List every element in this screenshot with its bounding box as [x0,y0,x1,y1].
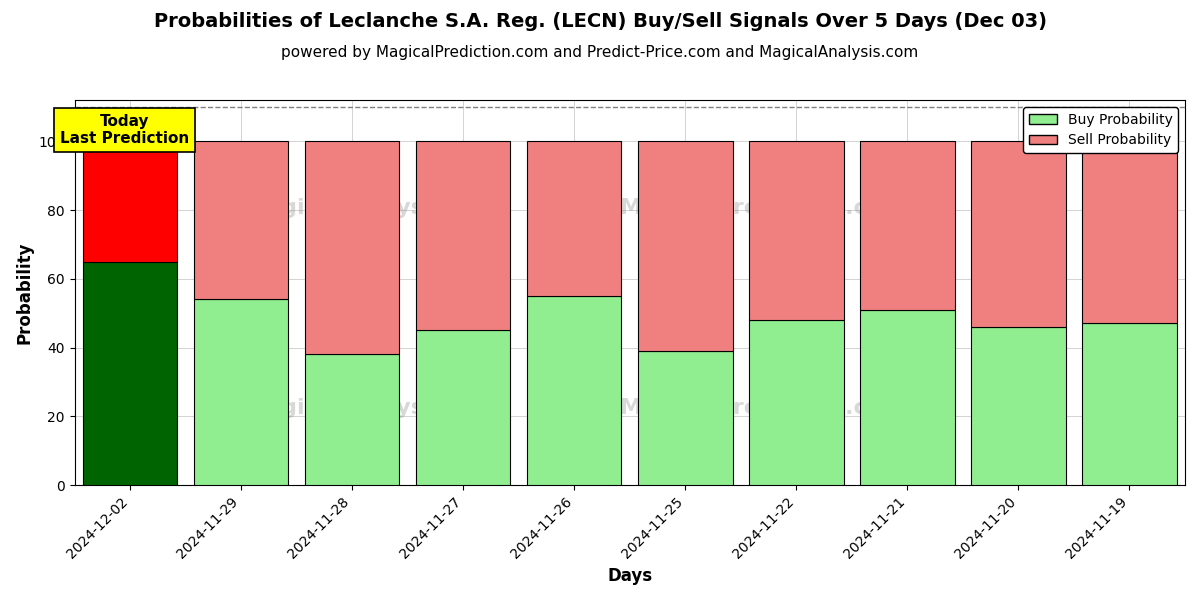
Bar [83,141,178,262]
Bar [194,141,288,299]
Bar [860,141,955,310]
Bar [1082,141,1177,323]
Bar [1082,323,1177,485]
Bar [971,141,1066,327]
Bar [305,355,400,485]
Bar [305,141,400,355]
Bar [860,310,955,485]
Text: MagicalAnalysis.com: MagicalAnalysis.com [244,398,505,418]
Bar [527,141,622,296]
Text: MagicalPrediction.com: MagicalPrediction.com [620,198,906,218]
Text: MagicalPrediction.com: MagicalPrediction.com [620,398,906,418]
Bar [416,331,510,485]
Bar [83,262,178,485]
Bar [638,351,732,485]
Y-axis label: Probability: Probability [16,241,34,344]
Bar [971,327,1066,485]
Text: Probabilities of Leclanche S.A. Reg. (LECN) Buy/Sell Signals Over 5 Days (Dec 03: Probabilities of Leclanche S.A. Reg. (LE… [154,12,1046,31]
Bar [749,141,844,320]
Bar [527,296,622,485]
Text: MagicalAnalysis.com: MagicalAnalysis.com [244,198,505,218]
Bar [749,320,844,485]
X-axis label: Days: Days [607,567,653,585]
Text: Today
Last Prediction: Today Last Prediction [60,114,190,146]
Legend: Buy Probability, Sell Probability: Buy Probability, Sell Probability [1024,107,1178,153]
Bar [194,299,288,485]
Bar [638,141,732,351]
Text: powered by MagicalPrediction.com and Predict-Price.com and MagicalAnalysis.com: powered by MagicalPrediction.com and Pre… [281,45,919,60]
Bar [416,141,510,331]
